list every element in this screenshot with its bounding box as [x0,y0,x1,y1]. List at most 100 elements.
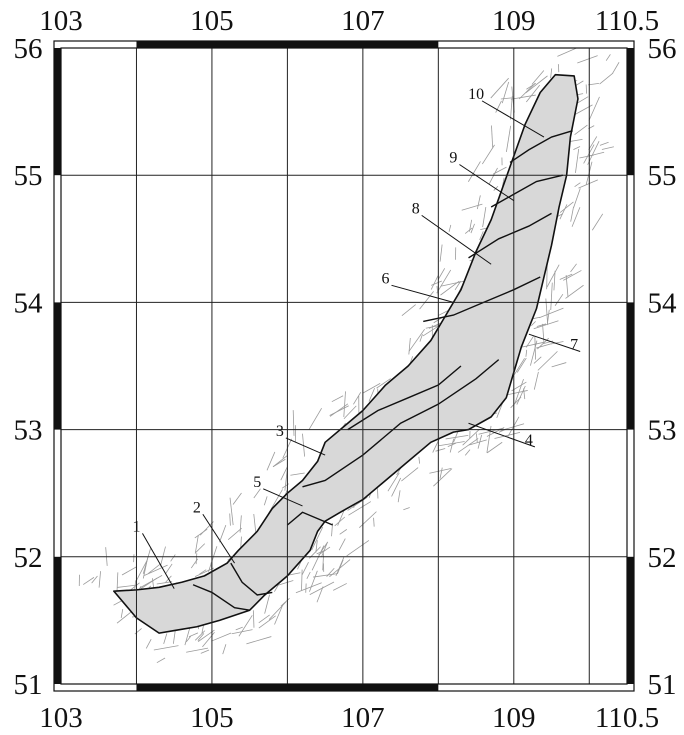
lat-label-right: 55 [648,160,677,192]
fault-line [464,449,471,456]
fault-line [301,569,303,591]
fault-line [329,559,351,578]
fault-line [447,442,457,448]
fault-line [329,403,349,417]
fault-line [200,649,210,654]
fault-line [387,472,400,492]
fault-line [513,358,525,376]
fault-line [501,81,510,104]
fault-line [457,438,479,453]
fault-line [301,561,309,576]
lat-label-left: 53 [14,415,43,447]
fault-line [431,280,442,286]
fault-line [536,323,547,327]
fault-line [331,395,344,403]
fault-line [362,383,381,394]
lat-label-right: 52 [648,542,677,574]
zone-boundary-line [192,584,250,611]
fault-line [482,206,487,228]
fault-line [588,136,598,151]
lon-label-top: 105 [190,5,234,37]
zone-label-10: 10 [468,86,484,103]
zone-leader-line [202,514,235,564]
fault-line [348,501,372,516]
fault-line [274,604,284,625]
fault-line [148,563,161,574]
fault-line [83,577,95,585]
fault-line [121,566,137,576]
fault-line [419,334,423,342]
fault-line [264,594,270,614]
fault-line [165,563,173,575]
fault-line [333,583,347,591]
zone-label-3: 3 [276,423,284,440]
lon-label-top: 107 [341,5,385,37]
lat-label-left: 54 [14,287,44,319]
fault-line [343,391,346,417]
fault-line [117,584,137,588]
fault-line [533,371,539,390]
zone-boundary-line [347,365,462,431]
zone-leader-line [142,533,175,589]
fault-line [481,144,495,165]
zone-label-7: 7 [570,336,578,353]
lat-label-left: 52 [14,542,43,574]
frame-segment-right [627,48,634,176]
fault-line [408,329,425,352]
fault-line [263,496,268,506]
fault-line [488,167,498,185]
zone-label-8: 8 [412,200,420,217]
fault-line [550,341,564,345]
fault-line [376,378,391,389]
zone-leader-line [528,333,581,352]
zone-leader-line [459,164,515,202]
zone-leader-line [481,100,545,138]
lon-label-top: 103 [39,5,83,37]
fault-line [525,75,548,94]
lat-label-left: 51 [14,669,43,701]
fault-line [343,405,357,420]
lat-label-right: 51 [648,669,677,701]
fault-line [461,203,483,211]
fault-line [468,219,473,232]
fault-line [571,207,581,227]
fault-line [578,179,598,189]
fault-line [550,68,553,79]
lon-label-top: 109 [492,5,536,37]
fault-line [612,62,620,74]
fault-line [309,570,318,592]
zone-leader-line [391,284,454,303]
fault-line [391,477,402,497]
zone-boundary-line [302,359,500,488]
zone-label-6: 6 [382,270,390,287]
fault-line [464,227,473,234]
fault-line [516,385,526,405]
fault-line [229,497,234,526]
lon-label-bottom: 110.5 [595,702,659,734]
fault-line [506,125,512,152]
fault-line [195,553,198,565]
fault-line [188,632,199,638]
fault-line [550,282,553,311]
fault-line [292,410,295,436]
fault-line [315,540,318,553]
fault-line [197,633,205,641]
fault-line [135,560,148,582]
fault-line [462,429,480,446]
fault-line [231,629,253,635]
fault-line [368,387,376,402]
zone-leader-line [285,437,326,456]
fault-line [525,349,528,357]
zone-label-9: 9 [449,149,457,166]
fault-line [605,54,611,61]
fault-line [574,124,588,136]
fault-line [591,213,604,231]
fault-line [476,195,481,210]
fault-line [526,84,541,103]
fault-line [316,586,324,603]
fault-line [570,206,574,222]
fault-line [309,581,335,596]
fault-line [559,201,574,213]
fault-line [435,448,446,452]
fault-line [238,615,253,637]
